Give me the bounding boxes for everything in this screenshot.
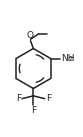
Text: 2: 2 [68, 56, 72, 62]
Text: F: F [31, 106, 36, 115]
Text: NH: NH [61, 54, 74, 63]
Text: F: F [46, 94, 51, 103]
Text: F: F [16, 94, 21, 103]
Text: O: O [27, 31, 34, 40]
